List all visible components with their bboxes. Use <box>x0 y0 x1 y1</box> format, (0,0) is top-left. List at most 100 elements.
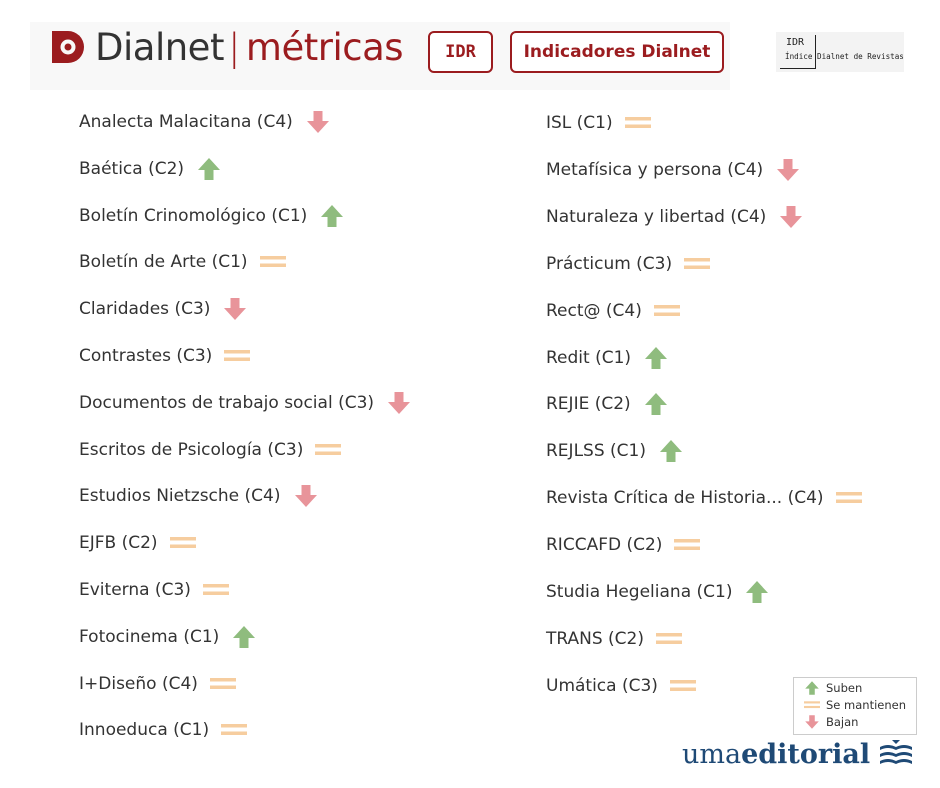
journal-name: Umática (C3) <box>546 675 658 696</box>
legend-up: Suben <box>804 680 862 696</box>
equal-icon <box>315 437 342 463</box>
arrow-up-icon <box>231 624 257 650</box>
dialnet-logo-icon <box>52 31 86 63</box>
journal-name: Boletín de Arte (C1) <box>79 252 248 273</box>
arrow-up-icon <box>643 391 669 417</box>
journal-name: Prácticum (C3) <box>546 253 673 274</box>
journal-row: Estudios Nietzsche (C4) <box>79 482 319 510</box>
dialnet-logo-text: Dialnet | métricas <box>95 24 404 72</box>
journal-row: RICCAFD (C2) <box>546 531 701 559</box>
journal-row: TRANS (C2) <box>546 625 682 653</box>
journal-name: Baética (C2) <box>79 158 185 179</box>
journal-row: Contrastes (C3) <box>79 342 251 370</box>
uma-editorial-logo: uma editorial <box>682 736 914 772</box>
arrow-down-icon <box>778 204 804 230</box>
logo-name: Dialnet <box>95 26 224 69</box>
journal-name: Escritos de Psicología (C3) <box>79 439 304 460</box>
idr-badge-full: Índice Dialnet de Revistas <box>785 52 904 61</box>
journal-row: Escritos de Psicología (C3) <box>79 436 342 464</box>
journal-name: Rect@ (C4) <box>546 300 642 321</box>
equal-icon <box>674 532 701 558</box>
arrow-down-icon <box>775 157 801 183</box>
journal-name: REJLSS (C1) <box>546 441 646 462</box>
journal-row: REJLSS (C1) <box>546 437 684 465</box>
arrow-down-icon <box>305 109 331 135</box>
journal-name: Studia Hegeliana (C1) <box>546 582 733 602</box>
journal-name: I+Diseño (C4) <box>79 673 198 694</box>
journal-row: Prácticum (C3) <box>546 250 711 278</box>
equal-icon <box>224 343 251 369</box>
journal-name: Eviterna (C3) <box>79 580 191 600</box>
arrow-down-icon <box>386 390 412 416</box>
journal-row: ISL (C1) <box>546 109 651 137</box>
journal-name: ISL (C1) <box>546 113 613 133</box>
equal-icon <box>669 673 696 699</box>
idr-button[interactable]: IDR <box>428 31 493 73</box>
logo-separator: | <box>227 26 240 69</box>
arrow-up-icon <box>643 345 669 371</box>
arrow-up-icon <box>658 438 684 464</box>
legend-down: Bajan <box>804 714 858 730</box>
journal-row: Fotocinema (C1) <box>79 623 257 651</box>
legend-same-label: Se mantienen <box>826 698 907 712</box>
idr-badge: IDR Índice Dialnet de Revistas <box>776 32 904 72</box>
brand-part2: editorial <box>741 738 871 770</box>
journal-name: RICCAFD (C2) <box>546 535 663 556</box>
journal-row: Naturaleza y libertad (C4) <box>546 203 804 231</box>
equal-icon <box>653 298 680 324</box>
journal-name: Claridades (C3) <box>79 299 211 320</box>
journal-row: I+Diseño (C4) <box>79 670 236 698</box>
equal-icon <box>835 485 862 511</box>
arrow-up-icon <box>744 579 770 605</box>
legend-same: Se mantienen <box>804 697 906 713</box>
journal-row: Baética (C2) <box>79 155 222 183</box>
journal-row: Boletín Crinomológico (C1) <box>79 202 345 230</box>
journal-row: Redit (C1) <box>546 344 669 372</box>
journal-row: Analecta Malacitana (C4) <box>79 108 331 136</box>
journal-row: EJFB (C2) <box>79 529 196 557</box>
journal-name: Revista Crítica de Historia... (C4) <box>546 488 824 509</box>
journal-row: REJIE (C2) <box>546 390 669 418</box>
journal-row: Eviterna (C3) <box>79 576 229 604</box>
indicadores-dialnet-button[interactable]: Indicadores Dialnet <box>510 31 724 73</box>
journal-row: Studia Hegeliana (C1) <box>546 578 770 606</box>
book-stack-icon <box>878 739 914 769</box>
equal-icon <box>804 697 820 713</box>
equal-icon <box>221 717 248 743</box>
legend-up-label: Suben <box>826 681 863 695</box>
journal-row: Boletín de Arte (C1) <box>79 248 286 276</box>
journal-name: Estudios Nietzsche (C4) <box>79 486 281 507</box>
journal-name: Documentos de trabajo social (C3) <box>79 392 375 413</box>
equal-icon <box>656 626 682 652</box>
logo-subtitle: métricas <box>245 26 404 69</box>
journal-name: Fotocinema (C1) <box>79 626 220 647</box>
equal-icon <box>684 251 711 277</box>
arrow-down-icon <box>804 714 820 730</box>
arrow-up-icon <box>804 680 820 696</box>
journal-row: Claridades (C3) <box>79 295 248 323</box>
journal-row: Rect@ (C4) <box>546 297 680 325</box>
journal-row: Umática (C3) <box>546 672 696 700</box>
equal-icon <box>209 671 236 697</box>
journal-name: REJIE (C2) <box>546 394 631 415</box>
legend: Suben Se mantienen Bajan <box>793 677 917 735</box>
brand-part1: uma <box>682 738 742 770</box>
journal-name: Innoeduca (C1) <box>79 720 210 741</box>
arrow-up-icon <box>319 203 345 229</box>
journal-row: Revista Crítica de Historia... (C4) <box>546 484 862 512</box>
equal-icon <box>624 110 651 136</box>
journal-name: EJFB (C2) <box>79 533 158 554</box>
equal-icon <box>259 249 286 275</box>
arrow-down-icon <box>293 483 319 509</box>
arrow-down-icon <box>222 296 248 322</box>
journal-name: Naturaleza y libertad (C4) <box>546 206 767 227</box>
journal-name: Boletín Crinomológico (C1) <box>79 205 308 226</box>
journal-name: TRANS (C2) <box>546 628 644 649</box>
arrow-up-icon <box>196 156 222 182</box>
journal-name: Redit (C1) <box>546 347 632 368</box>
journal-row: Innoeduca (C1) <box>79 716 248 744</box>
journal-name: Analecta Malacitana (C4) <box>79 112 293 132</box>
equal-icon <box>202 577 229 603</box>
journal-row: Documentos de trabajo social (C3) <box>79 389 412 417</box>
journal-name: Contrastes (C3) <box>79 346 213 366</box>
